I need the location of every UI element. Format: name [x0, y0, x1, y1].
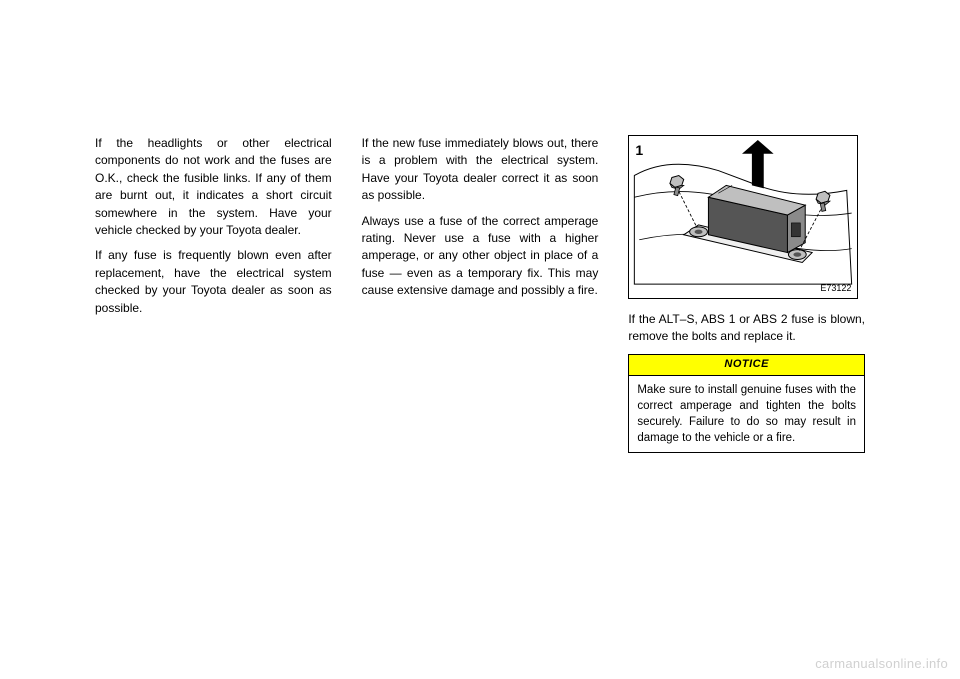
illustration-ref: E73122: [820, 282, 851, 295]
right-paragraph-1: If the ALT–S, ABS 1 or ABS 2 fuse is blo…: [628, 311, 865, 346]
middle-paragraph-3: If the new fuse immediately blows out, t…: [362, 135, 599, 205]
left-bolt-icon: [670, 176, 697, 227]
middle-paragraph-4: Always use a fuse of the correct amperag…: [362, 213, 599, 300]
left-paragraph-2: If any fuse is frequently blown even aft…: [95, 247, 332, 317]
column-middle: If the new fuse immediately blows out, t…: [362, 135, 599, 453]
notice-header: NOTICE: [629, 355, 864, 376]
notice-body: Make sure to install genuine fuses with …: [629, 376, 864, 452]
column-right: 1 E73122: [628, 135, 865, 453]
column-left: If the headlights or other electrical co…: [95, 135, 332, 453]
fusebox-svg: [629, 136, 857, 298]
manual-page: If the headlights or other electrical co…: [0, 0, 960, 679]
fusebox-illustration: 1 E73122: [628, 135, 858, 299]
content-region: If the headlights or other electrical co…: [95, 135, 865, 595]
illustration-number: 1: [635, 140, 643, 160]
watermark: carmanualsonline.info: [815, 656, 948, 671]
left-paragraph-1: If the headlights or other electrical co…: [95, 135, 332, 239]
columns: If the headlights or other electrical co…: [95, 135, 865, 453]
notice-box: NOTICE Make sure to install genuine fuse…: [628, 354, 865, 453]
